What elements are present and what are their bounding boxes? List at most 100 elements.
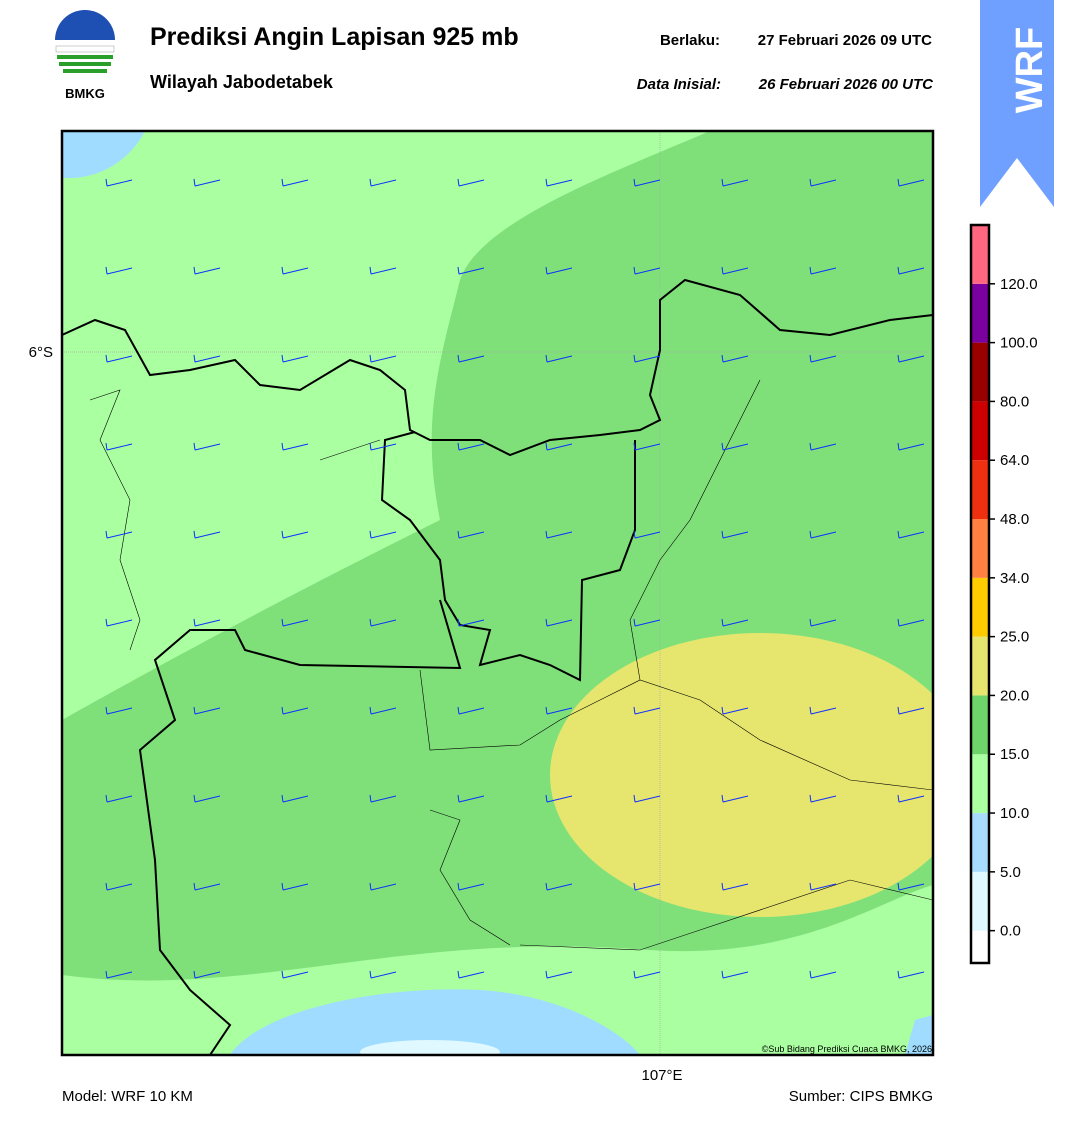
- colorbar-segment: [971, 871, 989, 931]
- wind-barb: [457, 178, 485, 187]
- wind-barb: [545, 882, 573, 891]
- wind-barb: [721, 882, 749, 891]
- wind-barb: [281, 530, 309, 539]
- wind-barb: [105, 882, 133, 891]
- wind-barb: [897, 178, 925, 187]
- wind-barb: [193, 354, 221, 363]
- badge-text: WRF: [1009, 27, 1051, 114]
- wind-barb: [457, 266, 485, 275]
- colorbar-tick-label: 0.0: [1000, 923, 1021, 940]
- wind-barb: [545, 266, 573, 275]
- wind-barb: [105, 618, 133, 627]
- wind-barb: [193, 882, 221, 891]
- wind-barb: [897, 266, 925, 275]
- colorbar-tick-label: 34.0: [1000, 570, 1029, 587]
- wind-barb: [105, 706, 133, 715]
- title: Prediksi Angin Lapisan 925 mb: [150, 23, 519, 51]
- wind-barb: [633, 618, 661, 627]
- subtitle: Wilayah Jabodetabek: [150, 72, 334, 92]
- wind-barb: [105, 442, 133, 451]
- wind-barb: [633, 530, 661, 539]
- wind-barb: [457, 442, 485, 451]
- wind-barb: [281, 266, 309, 275]
- colorbar-segment: [971, 460, 989, 520]
- wind-barb: [281, 442, 309, 451]
- wind-barb: [369, 266, 397, 275]
- wind-barb: [545, 442, 573, 451]
- wind-barb: [897, 618, 925, 627]
- wind-barb: [721, 618, 749, 627]
- wind-barb: [809, 882, 837, 891]
- lon-label: 107°E: [641, 1067, 682, 1084]
- wind-barb: [369, 794, 397, 803]
- wind-barb: [633, 442, 661, 451]
- colorbar-tick-label: 100.0: [1000, 335, 1038, 352]
- wind-barb: [545, 530, 573, 539]
- wind-barb: [897, 530, 925, 539]
- colorbar-tick-label: 64.0: [1000, 452, 1029, 469]
- wind-barb: [809, 794, 837, 803]
- wind-barb: [369, 618, 397, 627]
- wind-barb: [369, 442, 397, 451]
- map: ©Sub Bidang Prediksi Cuaca BMKG, 2026: [62, 131, 933, 1055]
- wind-barb: [721, 530, 749, 539]
- wind-barb: [457, 618, 485, 627]
- init-time: 26 Februari 2026 00 UTC: [758, 76, 934, 93]
- wind-barb: [809, 354, 837, 363]
- wind-barb: [105, 354, 133, 363]
- wind-barb: [721, 442, 749, 451]
- wind-barb: [193, 442, 221, 451]
- wind-barb: [369, 178, 397, 187]
- wind-barb: [633, 178, 661, 187]
- wind-barb: [809, 618, 837, 627]
- wind-barb: [457, 354, 485, 363]
- wind-barb: [545, 618, 573, 627]
- valid-time: 27 Februari 2026 09 UTC: [758, 32, 932, 49]
- wind-barb: [193, 706, 221, 715]
- wind-barb: [721, 706, 749, 715]
- colorbar-tick-label: 20.0: [1000, 687, 1029, 704]
- wind-barb: [281, 794, 309, 803]
- wind-barb: [633, 354, 661, 363]
- wind-barb: [809, 266, 837, 275]
- wind-barb: [369, 354, 397, 363]
- wind-barb: [897, 442, 925, 451]
- wind-barb: [457, 794, 485, 803]
- colorbar-segment: [971, 754, 989, 814]
- wind-barb: [545, 354, 573, 363]
- wind-barb: [633, 882, 661, 891]
- logo: BMKG: [55, 10, 115, 101]
- wind-barb: [105, 266, 133, 275]
- wind-barb: [721, 266, 749, 275]
- colorbar-tick-label: 120.0: [1000, 276, 1038, 293]
- wind-barb: [721, 354, 749, 363]
- init-label: Data Inisial:: [637, 76, 721, 93]
- wind-barb: [545, 970, 573, 979]
- wind-barb: [281, 970, 309, 979]
- wind-barb: [457, 970, 485, 979]
- colorbar-segment: [971, 342, 989, 402]
- wind-barb: [193, 794, 221, 803]
- colorbar-segment: [971, 636, 989, 696]
- colorbar-tick-label: 80.0: [1000, 393, 1029, 410]
- colorbar-tick-label: 10.0: [1000, 805, 1029, 822]
- wind-barb: [545, 178, 573, 187]
- wind-barb: [633, 706, 661, 715]
- wind-barb: [897, 354, 925, 363]
- wind-barb: [105, 178, 133, 187]
- colorbar-tick-label: 25.0: [1000, 629, 1029, 646]
- wind-barb: [281, 882, 309, 891]
- badge-shape: [980, 0, 1054, 207]
- wind-barb: [281, 178, 309, 187]
- logo-text: BMKG: [65, 86, 105, 101]
- wind-barb: [457, 882, 485, 891]
- wind-barb: [897, 794, 925, 803]
- wind-barb: [105, 530, 133, 539]
- colorbar-segment: [971, 695, 989, 755]
- footer-model: Model: WRF 10 KM: [62, 1088, 193, 1105]
- colorbar-segment: [971, 813, 989, 872]
- wind-barb: [457, 706, 485, 715]
- colorbar-tick-label: 15.0: [1000, 746, 1029, 763]
- wind-barb: [633, 266, 661, 275]
- wind-barb: [193, 266, 221, 275]
